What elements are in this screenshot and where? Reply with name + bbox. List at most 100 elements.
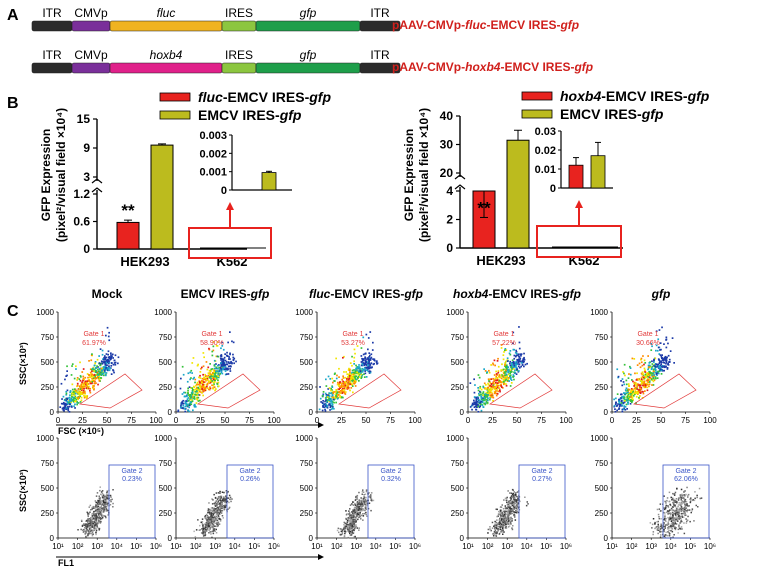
event-dot	[354, 381, 356, 384]
event-dot	[630, 396, 632, 398]
event-dot	[671, 337, 674, 339]
event-dot	[648, 376, 651, 379]
event-dot	[650, 377, 653, 380]
event-dot	[195, 394, 198, 396]
event-dot	[499, 528, 502, 531]
event-dot	[506, 369, 509, 371]
event-dot	[651, 345, 653, 348]
legend-swatch	[521, 109, 553, 119]
event-dot	[105, 508, 107, 510]
event-dot	[210, 520, 213, 523]
event-dot	[216, 345, 219, 347]
event-dot	[502, 524, 504, 526]
event-dot	[342, 356, 344, 359]
event-dot	[87, 512, 89, 514]
event-dot	[231, 362, 233, 364]
event-dot	[105, 372, 108, 374]
event-dot	[82, 377, 85, 380]
event-dot	[89, 518, 92, 520]
event-dot	[618, 398, 620, 401]
event-dot	[70, 401, 73, 403]
event-dot	[84, 376, 87, 379]
event-dot	[325, 378, 327, 381]
event-dot	[675, 500, 677, 502]
event-dot	[201, 523, 204, 525]
event-dot	[505, 374, 507, 377]
event-dot	[96, 502, 99, 504]
event-dot	[363, 368, 365, 371]
gate-percent: 0.27%	[532, 476, 552, 483]
event-dot	[218, 366, 221, 369]
x-tick-label: 0	[466, 416, 471, 425]
event-dot	[203, 387, 205, 390]
event-dot	[473, 399, 475, 402]
event-dot	[110, 496, 112, 498]
event-dot	[505, 518, 507, 520]
event-dot	[510, 521, 512, 523]
event-dot	[504, 523, 507, 525]
event-dot	[510, 496, 513, 498]
event-dot	[505, 513, 508, 516]
text-run: gfp	[403, 287, 423, 301]
event-dot	[104, 363, 107, 366]
event-dot	[216, 498, 219, 500]
event-dot	[360, 514, 363, 517]
event-dot	[217, 523, 219, 525]
event-dot	[96, 522, 98, 524]
event-dot	[367, 507, 370, 510]
event-dot	[681, 528, 683, 530]
event-dot	[177, 410, 179, 413]
event-dot	[479, 405, 481, 407]
event-dot	[92, 377, 94, 380]
event-dot	[96, 365, 98, 367]
event-dot	[477, 397, 480, 399]
event-dot	[95, 382, 97, 384]
event-dot	[509, 505, 512, 508]
inset-tick-label: 0.02	[535, 145, 556, 157]
event-dot	[509, 360, 512, 363]
event-dot	[347, 387, 350, 390]
event-dot	[517, 499, 519, 501]
event-dot	[651, 374, 653, 376]
event-dot	[372, 341, 374, 344]
y-tick-label: 30	[440, 138, 454, 152]
event-dot	[666, 368, 669, 370]
event-dot	[618, 400, 621, 403]
event-dot	[94, 518, 97, 521]
gate-percent: 57.22%	[492, 340, 516, 347]
event-dot	[640, 357, 643, 360]
event-dot	[622, 371, 624, 373]
event-dot	[510, 510, 512, 513]
event-dot	[352, 516, 354, 519]
event-dot	[511, 359, 514, 362]
event-dot	[497, 530, 500, 532]
event-dot	[99, 512, 101, 514]
event-dot	[100, 493, 102, 496]
event-dot	[518, 360, 520, 363]
event-dot	[217, 492, 220, 494]
legend-swatch	[159, 110, 191, 120]
y-tick-label: 0	[168, 408, 173, 417]
event-dot	[73, 396, 76, 399]
event-dot	[619, 405, 621, 407]
gate-name: Gate 2	[121, 468, 142, 475]
event-dot	[364, 361, 367, 364]
y-tick-label: 250	[595, 383, 609, 392]
event-dot	[672, 524, 675, 527]
event-dot	[675, 511, 677, 513]
event-dot	[495, 390, 497, 392]
bar	[116, 221, 140, 250]
event-dot	[345, 526, 348, 529]
event-dot	[516, 491, 519, 493]
segment-label: ITR	[370, 6, 390, 20]
event-dot	[80, 388, 82, 390]
event-dot	[511, 362, 513, 365]
inset-bar	[261, 172, 277, 191]
fl1-dots	[77, 486, 114, 538]
event-dot	[344, 391, 347, 393]
event-dot	[196, 381, 199, 384]
event-dot	[91, 529, 94, 531]
event-dot	[354, 506, 356, 509]
y-tick-label: 750	[451, 333, 465, 342]
event-dot	[361, 509, 364, 511]
